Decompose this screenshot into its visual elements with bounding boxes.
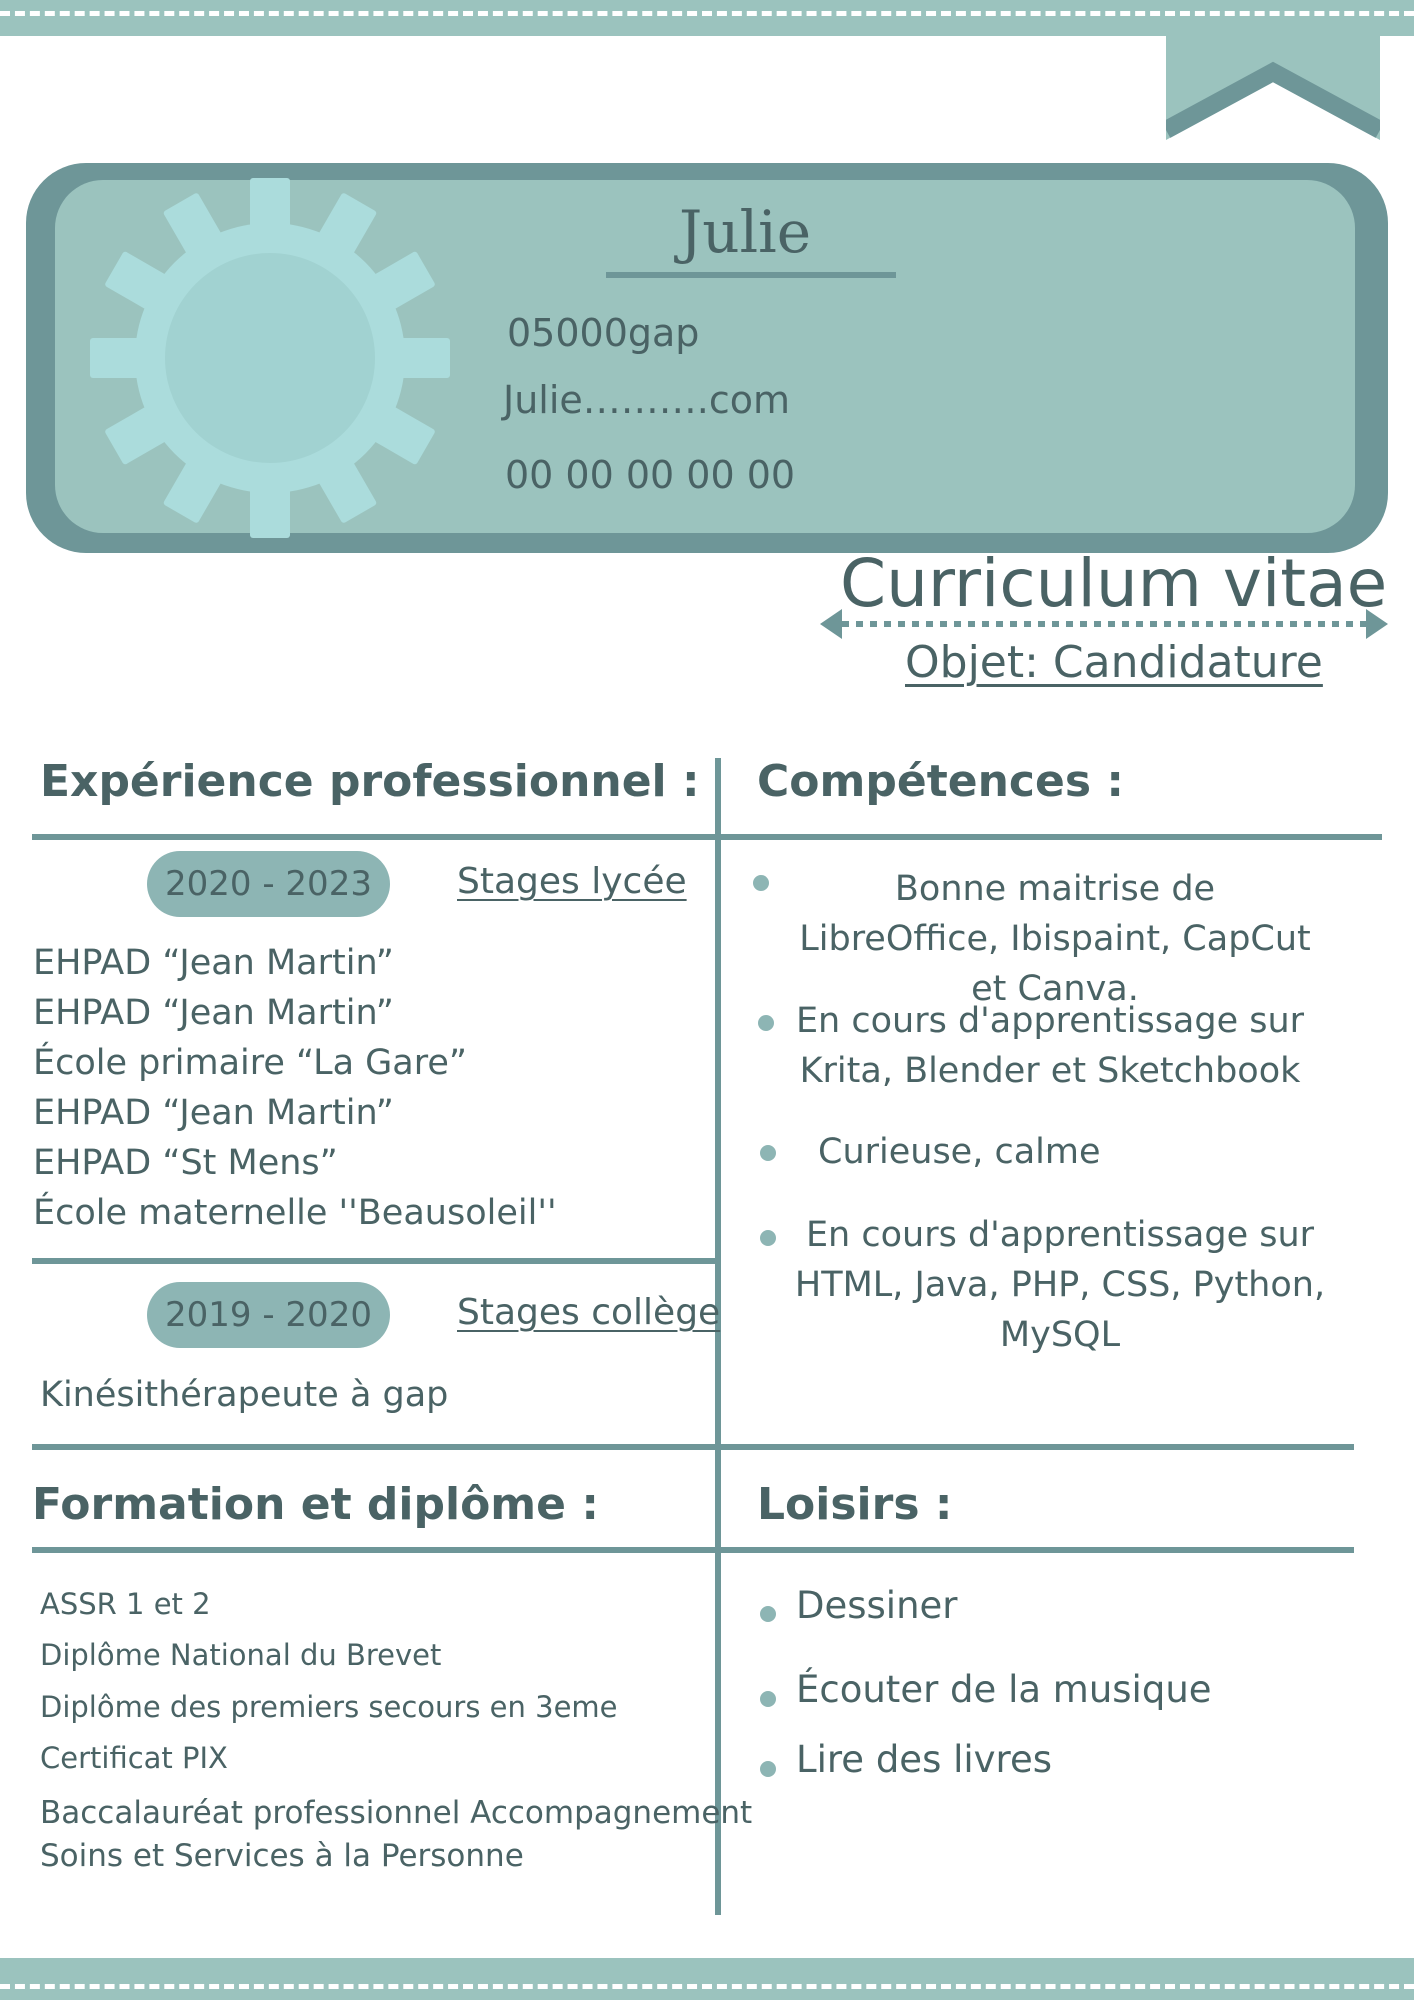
object-line: Objet: Candidature [905, 637, 1323, 688]
skill-item: En cours d'apprentissage sur Krita, Blen… [795, 1001, 1305, 1091]
list-item: EHPAD “Jean Martin” [33, 993, 394, 1033]
list-item: EHPAD “St Mens” [33, 1143, 338, 1183]
center-divider [715, 758, 721, 1915]
list-item: Kinésithérapeute à gap [40, 1375, 449, 1415]
ribbon-icon [1166, 36, 1380, 140]
cv-title: Curriculum vitae [840, 545, 1388, 622]
email-text: Julie……….com [503, 378, 791, 422]
diploma-item: Diplôme National du Brevet [40, 1638, 442, 1672]
hobbies-title: Loisirs : [757, 1479, 953, 1530]
bottom-stitch [0, 1984, 1414, 1989]
hobby-item: Lire des livres [796, 1738, 1053, 1781]
bottom-section-rule [32, 1547, 1354, 1553]
phone-text: 00 00 00 00 00 [505, 453, 796, 497]
skill-item: Bonne maitrise de LibreOffice, Ibispaint… [799, 869, 1311, 1009]
bullet-icon [753, 875, 769, 891]
group-label: Stages collège [457, 1292, 721, 1333]
period-badge: 2019 - 2020 [147, 1282, 390, 1348]
diploma-item: ASSR 1 et 2 [40, 1587, 211, 1621]
list-item: EHPAD “Jean Martin” [33, 1093, 394, 1133]
list-item: École primaire “La Gare” [33, 1043, 468, 1083]
top-band [0, 0, 1414, 36]
education-title: Formation et diplôme : [32, 1479, 599, 1530]
bullet-icon [758, 1015, 774, 1031]
bullet-icon [760, 1145, 776, 1161]
bottom-band [0, 1958, 1414, 2000]
diploma-item: Certificat PIX [40, 1741, 228, 1775]
experience-title: Expérience professionnel : [40, 756, 700, 807]
gear-icon [90, 178, 450, 538]
bullet-icon [760, 1691, 776, 1707]
top-stitch [0, 11, 1414, 16]
experience-list: Kinésithérapeute à gap [40, 1370, 448, 1420]
bullet-icon [760, 1230, 776, 1246]
list-item: École maternelle ''Beausoleil'' [33, 1193, 557, 1233]
skill-item: Curieuse, calme [818, 1132, 1101, 1172]
bullet-icon [760, 1606, 776, 1622]
list-item: EHPAD “Jean Martin” [33, 943, 394, 983]
experience-list: EHPAD “Jean Martin” EHPAD “Jean Martin” … [33, 938, 557, 1238]
name-underline [606, 272, 896, 278]
hobby-item: Dessiner [796, 1584, 958, 1627]
skill-item: En cours d'apprentissage sur HTML, Java,… [794, 1215, 1326, 1355]
period-badge: 2020 - 2023 [147, 851, 390, 917]
diploma-item: Soins et Services à la Personne [40, 1838, 524, 1874]
bullet-icon [760, 1761, 776, 1777]
middle-section-rule [32, 1444, 1354, 1450]
skills-title: Compétences : [757, 756, 1124, 807]
candidate-name: Julie [678, 198, 812, 266]
hobby-item: Écouter de la musique [796, 1668, 1212, 1711]
group-label: Stages lycée [457, 861, 687, 902]
double-arrow-icon [820, 609, 1388, 639]
diploma-item: Baccalauréat professionnel Accompagnemen… [40, 1795, 753, 1831]
diploma-item: Diplôme des premiers secours en 3eme [40, 1690, 618, 1724]
top-section-rule [32, 834, 1382, 840]
experience-split-rule [32, 1258, 716, 1264]
address-text: 05000gap [507, 311, 700, 355]
